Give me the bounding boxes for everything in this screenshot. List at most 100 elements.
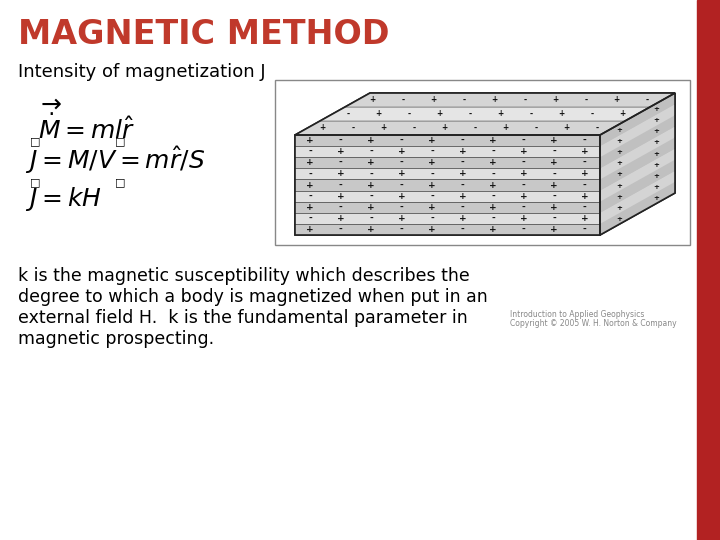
Polygon shape [345, 93, 675, 107]
Text: -: - [431, 214, 434, 223]
Text: +: + [490, 225, 497, 234]
Bar [295, 224, 600, 235]
Text: -: - [552, 147, 556, 156]
Bar [295, 191, 600, 201]
Text: +: + [616, 205, 621, 211]
Text: -: - [461, 202, 464, 212]
Text: +: + [619, 110, 626, 118]
Text: +: + [337, 147, 345, 156]
Text: -: - [431, 147, 434, 156]
Text: -: - [461, 180, 464, 190]
Text: +: + [653, 161, 660, 167]
Text: +: + [337, 170, 345, 178]
Text: +: + [490, 202, 497, 212]
Text: -: - [431, 192, 434, 201]
Text: -: - [595, 124, 599, 132]
Bar [295, 157, 600, 168]
Text: -: - [402, 96, 405, 105]
Text: +: + [459, 147, 467, 156]
Text: -: - [346, 110, 349, 118]
Text: -: - [369, 214, 373, 223]
Text: +: + [653, 173, 660, 179]
Text: +: + [375, 110, 382, 118]
Text: -: - [431, 170, 434, 178]
Text: +: + [497, 110, 503, 118]
Text: degree to which a body is magnetized when put in an: degree to which a body is magnetized whe… [18, 288, 487, 306]
Text: +: + [550, 136, 558, 145]
Text: +: + [428, 136, 436, 145]
Text: +: + [490, 136, 497, 145]
Text: -: - [308, 147, 312, 156]
Text: +: + [367, 158, 375, 167]
Text: -: - [369, 192, 373, 201]
Text: -: - [583, 225, 587, 234]
Text: -: - [583, 180, 587, 190]
Text: -: - [308, 192, 312, 201]
Text: +: + [616, 183, 621, 188]
Polygon shape [600, 160, 675, 213]
Text: -: - [583, 158, 587, 167]
Text: +: + [398, 170, 405, 178]
Text: -: - [400, 136, 404, 145]
Text: -: - [339, 225, 343, 234]
Polygon shape [600, 93, 675, 146]
Text: +: + [616, 127, 621, 133]
Bar [295, 179, 600, 191]
Text: +: + [490, 180, 497, 190]
Text: +: + [550, 202, 558, 212]
Text: +: + [441, 124, 448, 132]
Text: -: - [474, 124, 477, 132]
Polygon shape [600, 93, 675, 235]
Text: +: + [520, 147, 528, 156]
Text: -: - [351, 124, 355, 132]
Text: +: + [436, 110, 442, 118]
Text: -: - [535, 124, 538, 132]
Text: +: + [616, 172, 621, 178]
Text: +: + [428, 158, 436, 167]
Text: Intensity of magnetization J: Intensity of magnetization J [18, 63, 266, 81]
Text: □: □ [115, 177, 125, 187]
Text: $J = M / V = m\hat{r} / S$: $J = M / V = m\hat{r} / S$ [25, 144, 205, 176]
Bar [295, 213, 600, 224]
Text: -: - [590, 110, 593, 118]
Text: -: - [461, 225, 464, 234]
Text: +: + [653, 106, 660, 112]
Text: +: + [367, 180, 375, 190]
Polygon shape [295, 135, 600, 235]
Text: +: + [616, 138, 621, 144]
Text: +: + [653, 184, 660, 190]
Text: +: + [367, 136, 375, 145]
Text: □: □ [30, 136, 40, 146]
Text: +: + [307, 202, 314, 212]
Text: +: + [398, 147, 405, 156]
Text: -: - [400, 202, 404, 212]
Polygon shape [600, 182, 675, 235]
Text: +: + [520, 192, 528, 201]
Text: +: + [490, 158, 497, 167]
Text: -: - [491, 192, 495, 201]
Polygon shape [295, 121, 625, 135]
Text: +: + [553, 96, 559, 105]
Text: -: - [522, 202, 526, 212]
Polygon shape [600, 138, 675, 191]
Text: +: + [307, 225, 314, 234]
Text: -: - [369, 170, 373, 178]
Text: +: + [398, 214, 405, 223]
Text: +: + [550, 180, 558, 190]
Text: -: - [339, 136, 343, 145]
Text: -: - [468, 110, 472, 118]
Text: $J = kH$: $J = kH$ [25, 185, 102, 213]
Text: +: + [653, 151, 660, 157]
Bar [295, 146, 600, 157]
Text: +: + [520, 170, 528, 178]
Text: +: + [428, 180, 436, 190]
Text: +: + [616, 194, 621, 200]
Text: -: - [522, 158, 526, 167]
Text: □: □ [115, 136, 125, 146]
Text: -: - [413, 124, 416, 132]
Text: -: - [400, 180, 404, 190]
Text: +: + [581, 192, 588, 201]
Text: +: + [581, 170, 588, 178]
Text: +: + [616, 216, 621, 222]
Bar [697, 0, 720, 540]
